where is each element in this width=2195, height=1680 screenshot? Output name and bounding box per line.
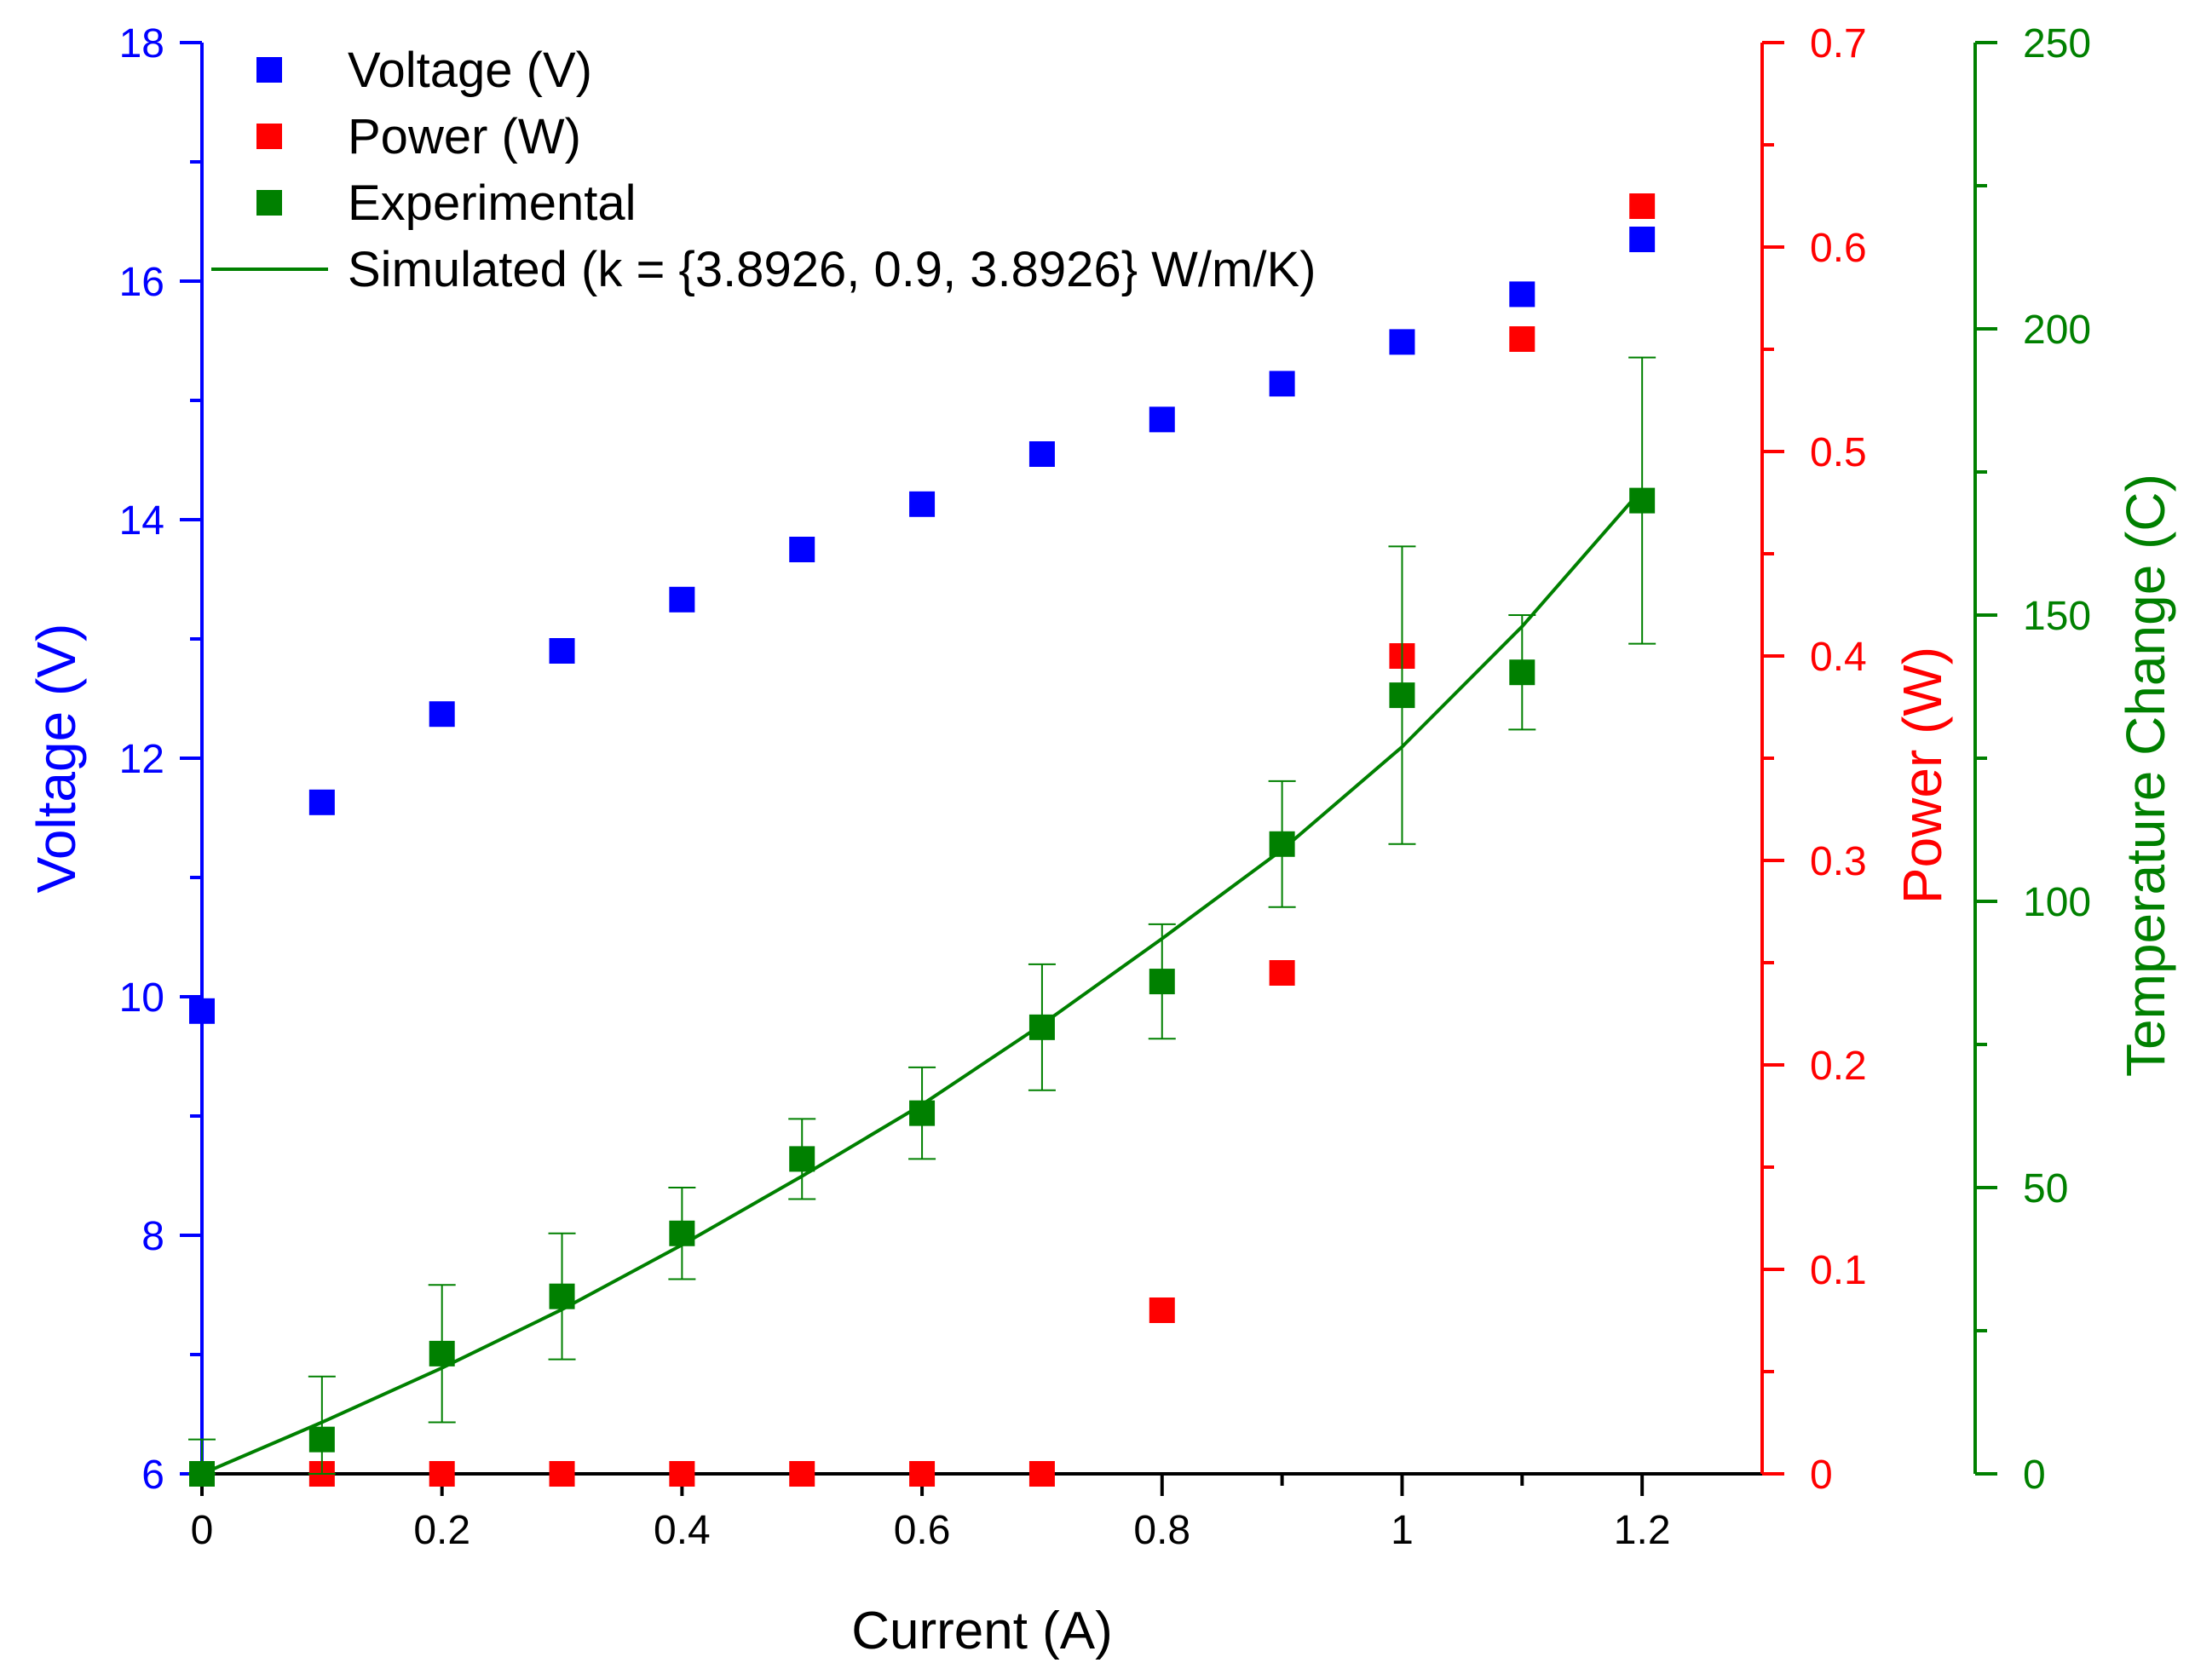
x-tick-label: 0.4 [654, 1508, 711, 1553]
power-w-point [909, 1461, 936, 1487]
experimental-point [308, 1426, 335, 1453]
power-tick-label: 0.4 [1810, 635, 1867, 680]
voltage-v-point [549, 638, 575, 664]
voltage-v-point [429, 701, 455, 728]
voltage-v-point [909, 491, 936, 517]
voltage-v-point [1389, 329, 1415, 355]
legend-marker-swatch [256, 190, 282, 216]
power-tick-label: 0.1 [1810, 1248, 1867, 1293]
experimental-point [669, 1220, 695, 1246]
power-w-point [1509, 326, 1535, 352]
voltage-tick-label: 16 [119, 260, 164, 305]
x-tick-label: 1.2 [1614, 1508, 1671, 1553]
x-tick-label: 0.8 [1133, 1508, 1190, 1553]
x-tick-label: 1 [1391, 1508, 1414, 1553]
power-w-point [1028, 1461, 1055, 1487]
experimental-point [789, 1146, 815, 1172]
temperature-tick-label: 100 [2023, 880, 2091, 925]
voltage-v-point [1629, 227, 1656, 252]
experimental-point [1149, 969, 1175, 995]
voltage-axis-title: Voltage (V) [26, 624, 87, 894]
voltage-v-point [189, 998, 215, 1024]
legend-label: Experimental [348, 175, 636, 231]
voltage-v-point [669, 586, 695, 613]
legend-label: Voltage (V) [348, 43, 592, 98]
power-w-point [429, 1461, 455, 1487]
voltage-v-point [1149, 406, 1175, 433]
voltage-tick-label: 14 [119, 498, 164, 544]
power-tick-label: 0.6 [1810, 226, 1867, 271]
temperature-axis-title: Temperature Change (C) [2115, 474, 2176, 1077]
power-w-point [1629, 193, 1656, 219]
power-w-point [789, 1461, 815, 1487]
voltage-tick-label: 6 [141, 1453, 164, 1498]
voltage-tick-label: 18 [119, 21, 164, 66]
power-tick-label: 0 [1810, 1453, 1833, 1498]
power-axis-title: Power (W) [1892, 647, 1953, 904]
power-w-point [1149, 1297, 1175, 1323]
legend-label: Power (W) [348, 109, 581, 164]
voltage-tick-label: 10 [119, 975, 164, 1021]
voltage-tick-label: 8 [141, 1214, 164, 1259]
voltage-v-point [1509, 281, 1535, 308]
voltage-v-point [1028, 441, 1055, 467]
legend-label: Simulated (k = {3.8926, 0.9, 3.8926} W/m… [348, 242, 1316, 297]
experimental-point [1509, 659, 1535, 686]
experimental-point [1389, 682, 1415, 709]
temperature-tick-label: 50 [2023, 1166, 2068, 1211]
voltage-v-point [1269, 371, 1295, 397]
voltage-v-point [789, 537, 815, 562]
power-tick-label: 0.2 [1810, 1044, 1867, 1089]
legend-marker-swatch [256, 124, 282, 149]
x-tick-label: 0 [191, 1508, 214, 1553]
temperature-tick-label: 150 [2023, 594, 2091, 639]
temperature-tick-label: 200 [2023, 308, 2091, 353]
x-tick-label: 0.2 [413, 1508, 470, 1553]
temperature-tick-label: 0 [2023, 1453, 2046, 1498]
power-w-point [669, 1461, 695, 1487]
temperature-tick-label: 250 [2023, 21, 2091, 66]
power-w-point [549, 1461, 575, 1487]
power-tick-label: 0.5 [1810, 430, 1867, 475]
power-tick-label: 0.7 [1810, 21, 1867, 66]
power-w-point [1269, 960, 1295, 986]
x-tick-label: 0.6 [894, 1508, 951, 1553]
x-axis-title: Current (A) [851, 1602, 1113, 1660]
simulated-line [201, 487, 1644, 1476]
voltage-tick-label: 12 [119, 737, 164, 782]
legend-marker-swatch [256, 57, 282, 83]
power-tick-label: 0.3 [1810, 839, 1867, 884]
voltage-v-point [308, 789, 335, 815]
